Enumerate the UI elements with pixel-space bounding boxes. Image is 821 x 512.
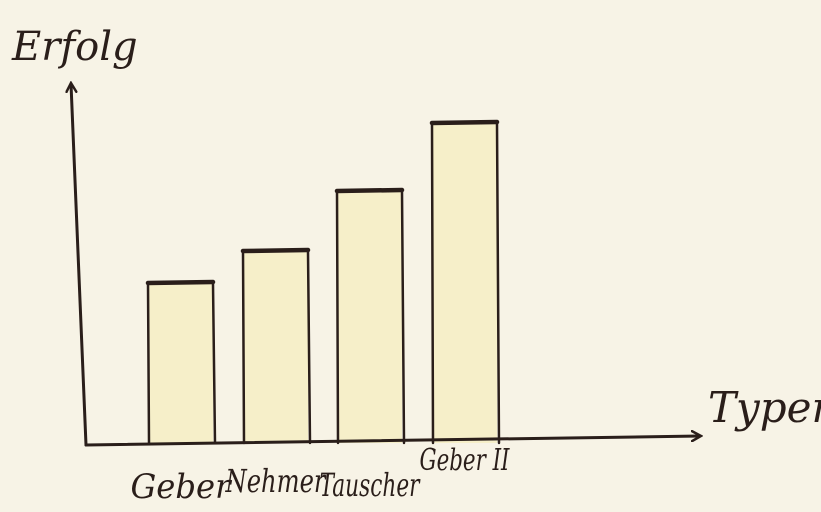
- bar-fill: [432, 123, 497, 443]
- bar-fill: [148, 283, 213, 443]
- category-label-3: Tauscher: [320, 466, 421, 504]
- bars-group: [145, 119, 501, 445]
- bar-outline: [335, 190, 406, 445]
- x-axis-line: [84, 436, 700, 447]
- category-label-1: Geber: [131, 467, 233, 507]
- category-label-2: Nehmer: [225, 462, 327, 500]
- y-axis-label: Erfolg: [11, 24, 138, 70]
- y-axis-line: [71, 84, 88, 447]
- category-label-4: Geber II: [420, 443, 511, 478]
- x-axis-label: Typen: [708, 383, 821, 432]
- bar-2: [240, 247, 312, 445]
- bar-fill: [243, 251, 308, 443]
- bar-top-line: [429, 119, 500, 126]
- bar-outline: [146, 282, 217, 445]
- bar-outline: [430, 122, 501, 445]
- bar-top-line: [334, 187, 405, 194]
- bar-1: [145, 279, 217, 445]
- bar-outline: [241, 250, 312, 445]
- bar-fill: [337, 191, 402, 443]
- bar-top-line: [145, 279, 216, 286]
- bar-top-line: [240, 247, 311, 254]
- bar-3: [334, 187, 406, 445]
- bar-4: [429, 119, 501, 445]
